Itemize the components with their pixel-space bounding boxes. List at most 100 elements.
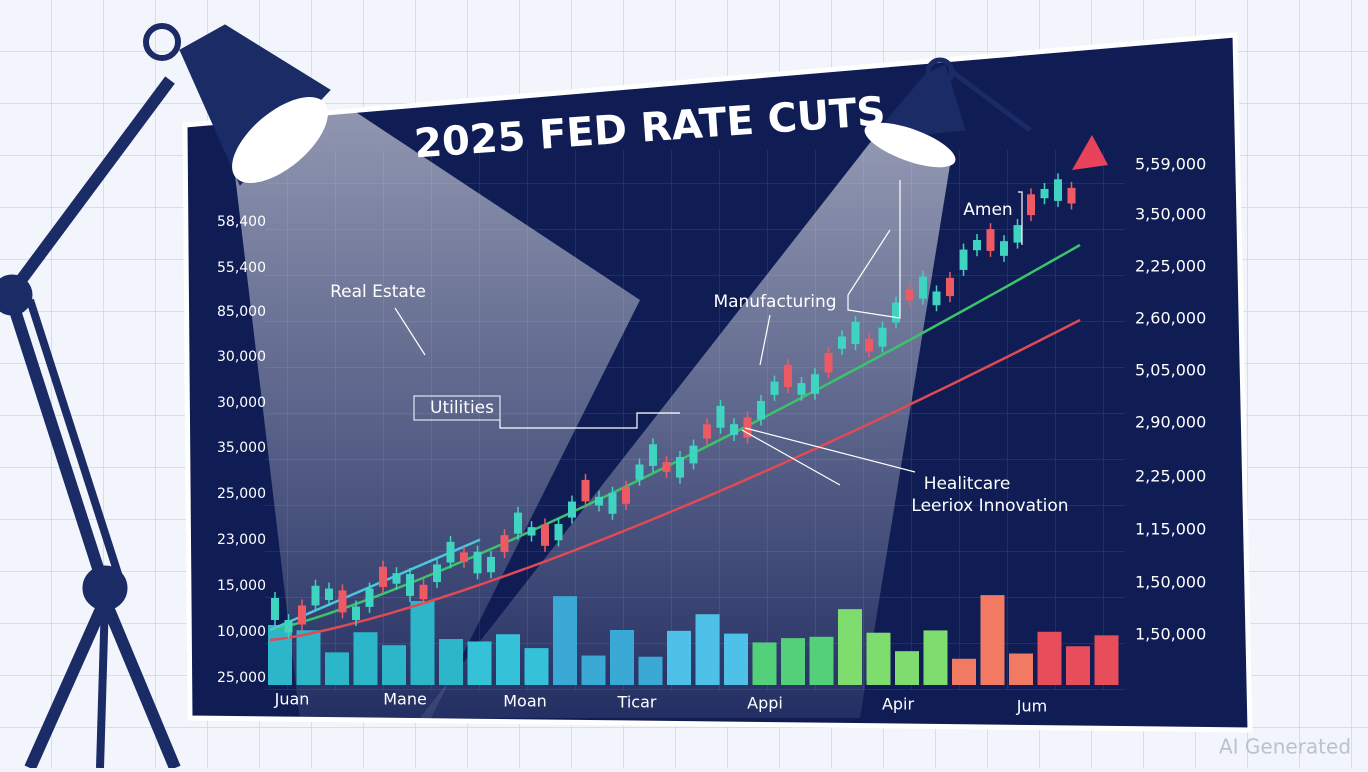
candle (649, 444, 657, 466)
volume-bar (1009, 653, 1033, 685)
candle (541, 524, 549, 546)
candle (284, 620, 293, 633)
annotation-leader (394, 307, 426, 356)
annotation: Amen (963, 200, 1012, 220)
candle (473, 551, 482, 574)
up-arrow (1072, 135, 1108, 170)
right-axis-label: 1,50,000 (1135, 573, 1206, 592)
candle (676, 456, 684, 478)
volume-bar (439, 639, 463, 685)
volume-bar (610, 630, 634, 685)
candle (433, 564, 441, 583)
candle (932, 291, 941, 306)
candle (797, 383, 806, 395)
x-axis-label: Appi (747, 694, 783, 713)
x-axis-label: Juan (274, 690, 310, 709)
annotation: Healitcare (924, 474, 1011, 494)
candle (770, 381, 779, 395)
candle (1013, 225, 1022, 243)
candle (892, 302, 900, 323)
light-cone (420, 130, 950, 718)
x-axis-label: Apir (882, 695, 915, 714)
candle (514, 512, 522, 534)
candle (271, 598, 279, 620)
annotation-leader (499, 412, 680, 429)
volume-bar (1037, 631, 1062, 685)
candle (635, 464, 644, 480)
candle (487, 556, 495, 573)
volume-bar (952, 658, 976, 685)
candle (500, 535, 509, 552)
x-axis-label: Ticar (617, 693, 657, 712)
volume-bar (638, 656, 663, 685)
x-axis-label: Mane (383, 690, 427, 709)
candle (662, 462, 671, 472)
candle (406, 574, 414, 596)
annotation: Utilities (430, 398, 494, 418)
candle (730, 424, 738, 435)
candle (338, 590, 347, 613)
volume-bar (667, 630, 691, 685)
candle (878, 327, 887, 347)
candle (838, 336, 846, 349)
volume-bar (382, 645, 406, 685)
right-axis-label: 2,25,000 (1135, 467, 1206, 486)
right-axis-label: 1,50,000 (1135, 625, 1206, 644)
candle (298, 605, 306, 625)
trend-line (269, 318, 1081, 642)
annotation-box (413, 395, 501, 421)
candle (716, 405, 725, 428)
volume-bar (752, 642, 777, 685)
candle (568, 501, 576, 518)
left-axis-label: 25,000 (217, 486, 266, 502)
volume-bar (353, 632, 378, 685)
candle (379, 566, 387, 587)
candle (595, 496, 603, 506)
annotation: Leeriox Innovation (911, 496, 1068, 516)
annotation: Real Estate (330, 282, 426, 302)
candle (460, 552, 468, 562)
right-axis-label: 2,60,000 (1135, 309, 1206, 328)
candle (419, 584, 428, 600)
candle (811, 374, 819, 394)
right-axis-label: 5,59,000 (1135, 155, 1206, 174)
volume-bar (296, 630, 321, 685)
candle (622, 486, 630, 504)
volume-bar (724, 633, 748, 685)
candle (527, 527, 536, 536)
left-axis-label: 30,000 (217, 395, 266, 411)
left-axis-label: 30,000 (217, 349, 266, 365)
right-axis-label: 2,25,000 (1135, 257, 1206, 276)
candle (446, 541, 455, 563)
left-axis-label: 23,000 (217, 532, 266, 548)
candle (1000, 241, 1008, 256)
candle (608, 492, 617, 514)
right-axis-label: 5,05,000 (1135, 361, 1206, 380)
candle (865, 338, 873, 352)
candle (784, 365, 792, 388)
volume-bar (496, 634, 520, 685)
candle (689, 445, 698, 464)
right-axis-label: 1,15,000 (1135, 520, 1206, 539)
candle (1040, 189, 1049, 199)
volume-bar (1066, 646, 1090, 685)
volume-bar (325, 652, 349, 685)
candle (352, 606, 360, 621)
candle (311, 585, 320, 606)
left-axis-label: 85,000 (217, 304, 266, 320)
candle (824, 353, 833, 373)
candle (851, 322, 860, 344)
volume-bar (781, 638, 805, 685)
annotation-leader (741, 427, 916, 486)
right-axis-label: 3,50,000 (1135, 205, 1206, 224)
volume-bar (980, 595, 1005, 685)
light-cone (235, 95, 640, 720)
volume-bar (809, 636, 834, 685)
volume-bar (524, 648, 549, 685)
left-axis-label: 55,400 (217, 260, 266, 276)
candle (581, 479, 590, 502)
right-axis-label: 2,90,000 (1135, 413, 1206, 432)
candle (973, 239, 981, 251)
